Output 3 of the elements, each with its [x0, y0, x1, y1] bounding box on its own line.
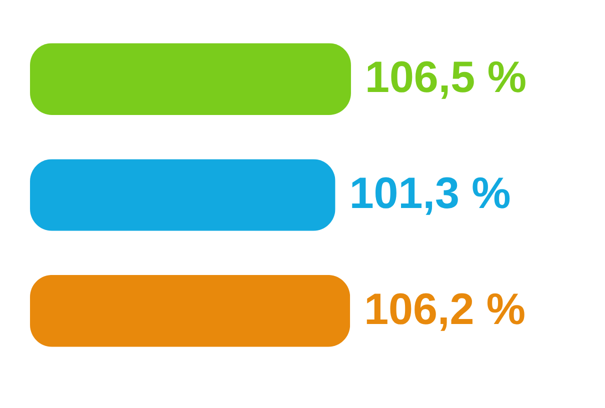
data-label: 106,5 %	[364, 53, 526, 102]
data-label: 101,3 %	[349, 169, 511, 218]
data-label: 106,2 %	[364, 284, 526, 334]
